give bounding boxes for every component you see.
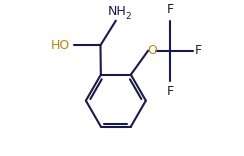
Text: NH: NH [108, 5, 127, 18]
Text: F: F [195, 44, 202, 57]
Text: 2: 2 [126, 12, 132, 21]
Text: F: F [167, 85, 174, 98]
Text: HO: HO [51, 39, 71, 52]
Text: F: F [167, 3, 174, 16]
Text: O: O [147, 44, 157, 57]
